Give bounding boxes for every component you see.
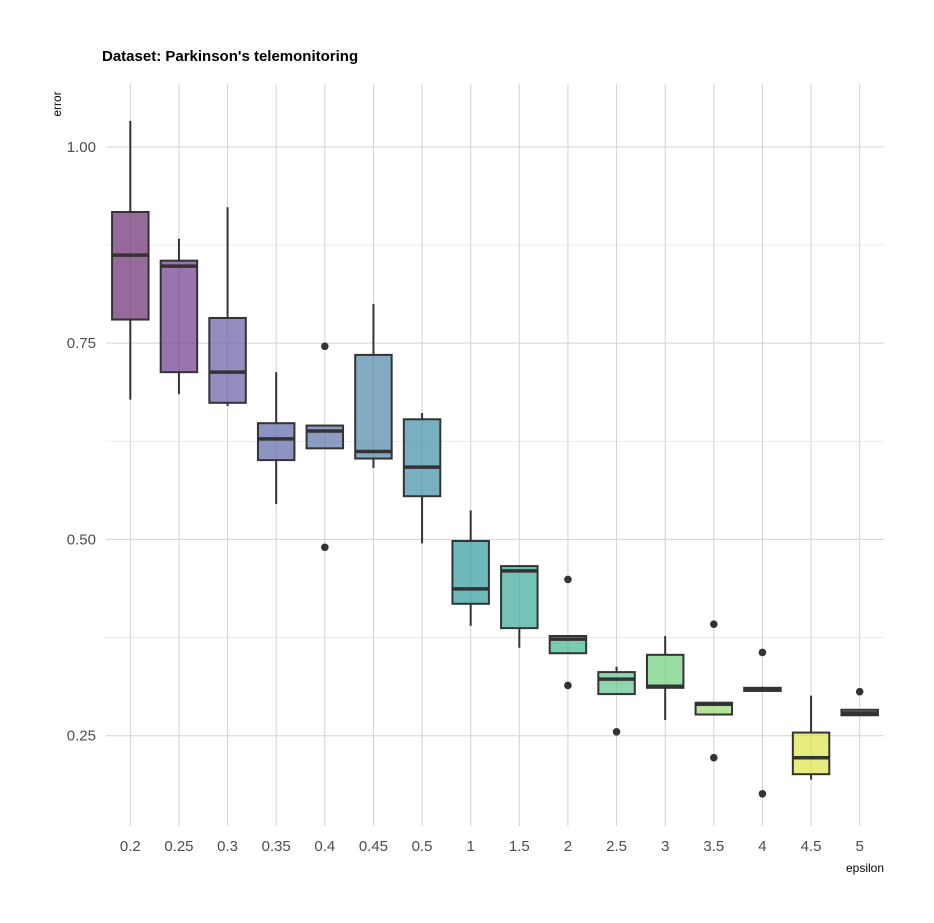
box-group xyxy=(354,303,393,468)
outlier-point xyxy=(564,575,572,584)
box-group xyxy=(159,238,199,395)
box xyxy=(111,210,150,321)
box-group xyxy=(208,207,247,406)
x-tick-label: 0.2 xyxy=(120,838,141,855)
y-tick-label: 1.00 xyxy=(67,139,96,156)
box xyxy=(256,422,296,462)
chart-title: Dataset: Parkinson's telemonitoring xyxy=(102,48,358,65)
box xyxy=(402,418,442,498)
x-tick-label: 0.35 xyxy=(262,838,291,855)
box xyxy=(597,671,636,696)
box-group xyxy=(111,120,150,400)
box xyxy=(645,653,685,689)
outlier-point xyxy=(855,687,864,696)
boxes xyxy=(111,120,879,798)
box-group xyxy=(791,695,831,780)
box-group xyxy=(597,666,636,736)
x-tick-label: 4 xyxy=(758,838,766,855)
y-tick-labels: 0.25 0.50 0.75 1.00 xyxy=(67,139,96,745)
x-tick-label: 0.3 xyxy=(217,838,238,855)
box-group xyxy=(305,342,345,552)
outlier-point xyxy=(710,620,718,629)
x-axis-title: epsilon xyxy=(846,861,884,875)
box xyxy=(208,316,247,404)
box-group xyxy=(548,575,588,690)
box-group xyxy=(256,372,296,505)
outlier-point xyxy=(758,790,767,798)
box xyxy=(791,731,831,776)
x-tick-label: 2 xyxy=(564,838,572,855)
x-tick-labels: 0.2 0.25 0.3 0.35 0.4 0.45 0.5 1 1.5 2 2.5 3 3.5 4 4.5… xyxy=(120,838,864,855)
y-tick-label: 0.50 xyxy=(67,531,96,548)
y-tick-label: 0.25 xyxy=(67,728,96,745)
box xyxy=(500,565,539,630)
box-group xyxy=(451,510,490,626)
x-tick-label: 4.5 xyxy=(801,838,822,855)
x-tick-label: 5 xyxy=(856,838,864,855)
outlier-point xyxy=(612,727,621,736)
outlier-point xyxy=(321,342,329,351)
box-group xyxy=(743,648,782,798)
box xyxy=(354,353,393,460)
outlier-point xyxy=(710,753,718,762)
outlier-point xyxy=(564,681,572,690)
grid xyxy=(106,84,884,826)
x-tick-label: 1 xyxy=(467,838,475,855)
box-group xyxy=(645,635,685,720)
box-group xyxy=(840,687,879,717)
x-tick-label: 1.5 xyxy=(509,838,530,855)
x-tick-label: 3 xyxy=(661,838,669,855)
y-tick-label: 0.75 xyxy=(67,335,96,352)
x-tick-label: 0.45 xyxy=(359,838,388,855)
y-axis-title: error xyxy=(50,91,64,116)
box-group xyxy=(402,412,442,544)
x-tick-label: 0.25 xyxy=(164,838,193,855)
x-tick-label: 2.5 xyxy=(606,838,627,855)
outlier-point xyxy=(321,543,329,552)
x-tick-label: 0.5 xyxy=(412,838,433,855)
box xyxy=(159,259,199,374)
box xyxy=(451,539,490,605)
box-group xyxy=(500,565,539,648)
outlier-point xyxy=(758,648,767,657)
x-tick-label: 0.4 xyxy=(314,838,335,855)
box-group xyxy=(694,620,734,762)
x-tick-label: 3.5 xyxy=(703,838,724,855)
box xyxy=(305,424,345,450)
